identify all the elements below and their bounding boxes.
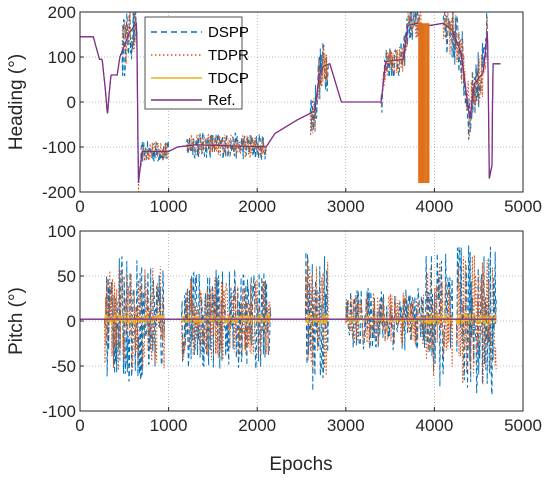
legend-label-ref: Ref. xyxy=(208,92,236,109)
x-tick-label: 1000 xyxy=(150,197,188,216)
y-tick-label: -100 xyxy=(42,138,76,157)
x-tick-label: 5000 xyxy=(504,197,542,216)
x-tick-label: 2000 xyxy=(238,416,276,435)
heading-axes: 0 1000 2000 3000 4000 5000 -200 -100 0 100 200 Hea… xyxy=(6,3,542,216)
y-tick-label: 0 xyxy=(67,312,76,331)
x-tick-label: 4000 xyxy=(415,416,453,435)
x-tick-label: 4000 xyxy=(415,197,453,216)
x-tick-label: 3000 xyxy=(327,416,365,435)
pitch-plot-lines xyxy=(80,245,497,395)
y-tick-label: 100 xyxy=(48,48,76,67)
legend: DSPP TDPR TDCP Ref. xyxy=(144,16,249,110)
y-tick-label: 100 xyxy=(48,222,76,241)
y-tick-label: -100 xyxy=(42,402,76,421)
legend-label-tdpr: TDPR xyxy=(208,47,249,64)
x-tick-label: 5000 xyxy=(504,416,542,435)
heading-ylabel: Heading (°) xyxy=(6,54,27,150)
pitch-axes: 0 1000 2000 3000 4000 5000 -100 -50 0 50 100 Pitch… xyxy=(6,222,542,475)
y-tick-label: 50 xyxy=(57,267,76,286)
x-tick-label: 3000 xyxy=(327,197,365,216)
heading-ticks: 0 1000 2000 3000 4000 5000 -200 -100 0 100 200 xyxy=(42,3,542,216)
legend-label-dspp: DSPP xyxy=(208,24,249,41)
y-tick-label: 0 xyxy=(67,93,76,112)
y-tick-label: 200 xyxy=(48,3,76,22)
x-tick-label: 2000 xyxy=(238,197,276,216)
y-tick-label: -50 xyxy=(51,357,76,376)
pitch-ticks: 0 1000 2000 3000 4000 5000 -100 -50 0 50 100 xyxy=(42,222,542,435)
heading-plot-lines xyxy=(80,11,501,193)
pitch-ylabel: Pitch (°) xyxy=(6,287,27,355)
x-tick-label: 0 xyxy=(75,197,84,216)
x-tick-label: 1000 xyxy=(150,416,188,435)
y-tick-label: -200 xyxy=(42,183,76,202)
x-tick-label: 0 xyxy=(75,416,84,435)
legend-label-tdcp: TDCP xyxy=(208,70,249,87)
pitch-xlabel: Epochs xyxy=(269,454,332,475)
series-line-ref xyxy=(80,21,501,184)
